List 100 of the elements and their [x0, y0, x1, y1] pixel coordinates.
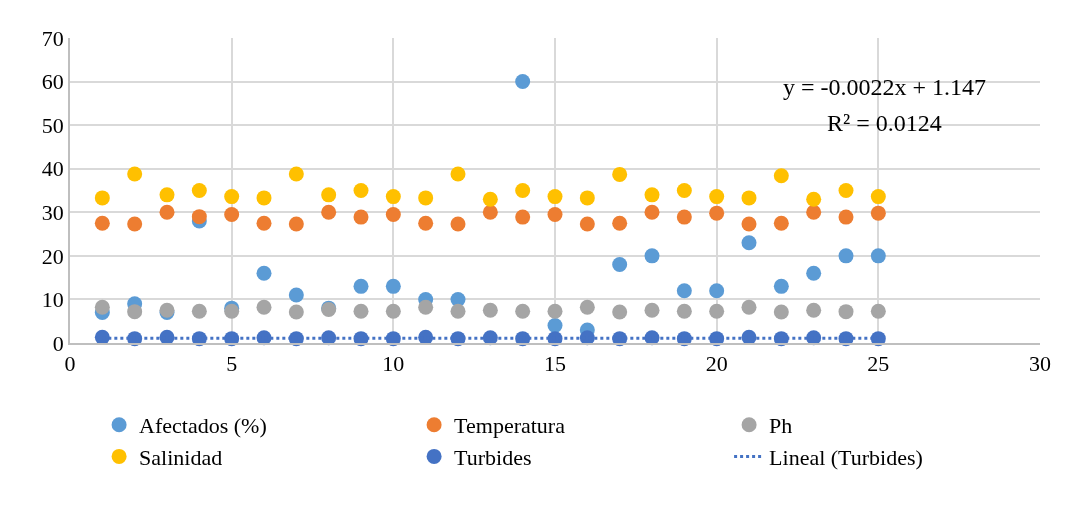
x-tick-label: 30	[1029, 351, 1051, 377]
point	[676, 209, 692, 225]
y-tick-label: 50	[41, 112, 64, 138]
point	[353, 183, 369, 198]
x-tick-label: 20	[705, 351, 728, 377]
x-tick-label: 25	[867, 351, 890, 377]
point	[644, 204, 660, 220]
point	[385, 189, 401, 205]
point	[709, 303, 725, 319]
point	[709, 205, 725, 221]
point	[450, 216, 466, 232]
y-tick-label: 10	[41, 287, 64, 313]
point	[385, 303, 401, 319]
point	[94, 299, 110, 315]
point	[612, 215, 628, 231]
point	[94, 190, 110, 206]
point	[547, 189, 563, 205]
point	[418, 215, 434, 231]
point	[741, 216, 757, 232]
point	[353, 303, 369, 319]
point	[224, 206, 240, 222]
point	[450, 303, 466, 319]
point	[676, 303, 692, 319]
y-tick-label: 70	[41, 25, 64, 51]
point	[385, 278, 401, 294]
point	[644, 248, 660, 264]
point	[870, 248, 886, 264]
legend-label: Salinidad	[139, 444, 223, 470]
point	[94, 215, 110, 231]
point	[773, 304, 789, 320]
point	[806, 265, 822, 281]
point	[806, 204, 822, 220]
point	[159, 187, 175, 203]
point	[256, 215, 272, 231]
legend-label: Turbides	[454, 444, 532, 470]
point	[676, 183, 692, 198]
point	[515, 209, 531, 225]
point	[515, 303, 531, 319]
point	[709, 189, 725, 205]
point	[385, 206, 401, 222]
point	[418, 190, 434, 206]
point	[741, 299, 757, 315]
point	[127, 304, 143, 320]
point	[482, 302, 498, 318]
point	[127, 216, 143, 232]
point	[806, 302, 822, 318]
point	[870, 303, 886, 319]
point	[612, 166, 628, 182]
x-tick-label: 10	[382, 351, 405, 377]
point	[838, 304, 854, 320]
point	[773, 215, 789, 231]
point	[547, 318, 563, 334]
point	[288, 166, 304, 182]
y-tick-label: 60	[41, 69, 64, 95]
point	[644, 302, 660, 318]
point	[515, 183, 531, 198]
point	[870, 205, 886, 221]
point	[224, 189, 240, 205]
x-tick-label: 5	[226, 351, 238, 377]
point	[515, 74, 531, 90]
point	[838, 248, 854, 264]
point	[418, 299, 434, 315]
point	[191, 303, 207, 319]
annotation: R² = 0.0124	[827, 110, 942, 136]
y-tick-label: 0	[52, 330, 64, 356]
point	[579, 190, 595, 206]
point	[256, 265, 272, 281]
point	[321, 204, 337, 220]
point	[612, 304, 628, 320]
point	[159, 204, 175, 220]
point	[709, 283, 725, 299]
annotation: y = -0.0022x + 1.147	[783, 74, 987, 100]
point	[288, 304, 304, 320]
point	[256, 299, 272, 315]
point	[547, 206, 563, 222]
point	[191, 209, 207, 225]
point	[191, 183, 207, 198]
point	[838, 209, 854, 225]
point	[741, 235, 757, 251]
point	[644, 187, 660, 203]
point	[321, 187, 337, 203]
point	[353, 209, 369, 225]
y-tick-label: 30	[41, 199, 64, 225]
legend-label: Afectados (%)	[139, 413, 267, 439]
point	[482, 204, 498, 220]
point	[288, 216, 304, 232]
point	[676, 283, 692, 299]
x-tick-label: 15	[544, 351, 566, 377]
point	[482, 191, 498, 207]
legend-label: Temperatura	[454, 413, 566, 439]
point	[612, 257, 628, 273]
point	[741, 190, 757, 206]
point	[806, 191, 822, 207]
legend-label: Lineal (Turbides)	[769, 444, 923, 470]
point	[288, 287, 304, 303]
y-tick-label: 20	[41, 243, 64, 269]
point	[773, 168, 789, 184]
point	[547, 303, 563, 319]
point	[838, 183, 854, 198]
point	[353, 278, 369, 294]
